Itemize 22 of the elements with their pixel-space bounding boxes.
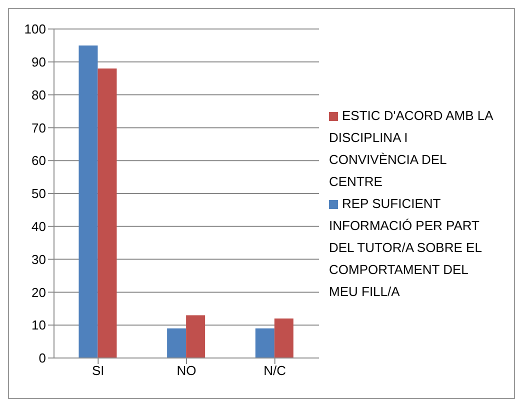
x-tick-label: SI [92,363,104,378]
y-tick-label: 70 [32,120,46,136]
bar [98,68,117,358]
bar [167,328,186,358]
y-tick-label: 100 [24,22,46,37]
y-tick-label: 80 [32,87,46,102]
y-tick-label: 60 [32,153,46,168]
y-tick-label: 20 [32,284,46,300]
bar [274,318,294,358]
y-tick-label: 30 [32,252,46,267]
y-tick-label: 0 [38,350,46,366]
y-tick-label: 90 [32,54,46,70]
bar [186,315,206,358]
bar [255,328,274,358]
x-tick-label: NO [176,363,196,378]
x-tick-label: N/C [264,363,286,378]
bar [78,45,98,358]
y-tick-label: 10 [32,318,46,333]
y-tick-label: 40 [32,219,46,234]
y-tick-label: 50 [32,186,46,202]
legend-label: REP SUFICIENT INFORMACIÓ PER PART DEL TUTOR/A SOBRE EL COMPORTAMENT DEL MEU FILL/A [329,196,482,298]
legend-label: ESTIC D'ACORD AMB LA DISCIPLINA I CONVIVÈNCIA DEL CENTRE [329,108,493,188]
